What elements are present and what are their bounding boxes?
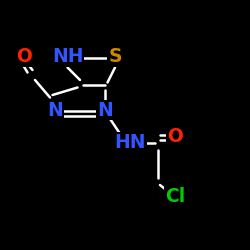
Text: O: O: [16, 47, 32, 66]
Text: N: N: [47, 100, 63, 119]
Text: O: O: [167, 127, 183, 146]
Text: HN: HN: [114, 133, 146, 152]
Text: NH: NH: [52, 47, 83, 66]
Text: S: S: [108, 47, 122, 66]
Text: N: N: [97, 100, 113, 119]
Text: Cl: Cl: [165, 187, 185, 206]
